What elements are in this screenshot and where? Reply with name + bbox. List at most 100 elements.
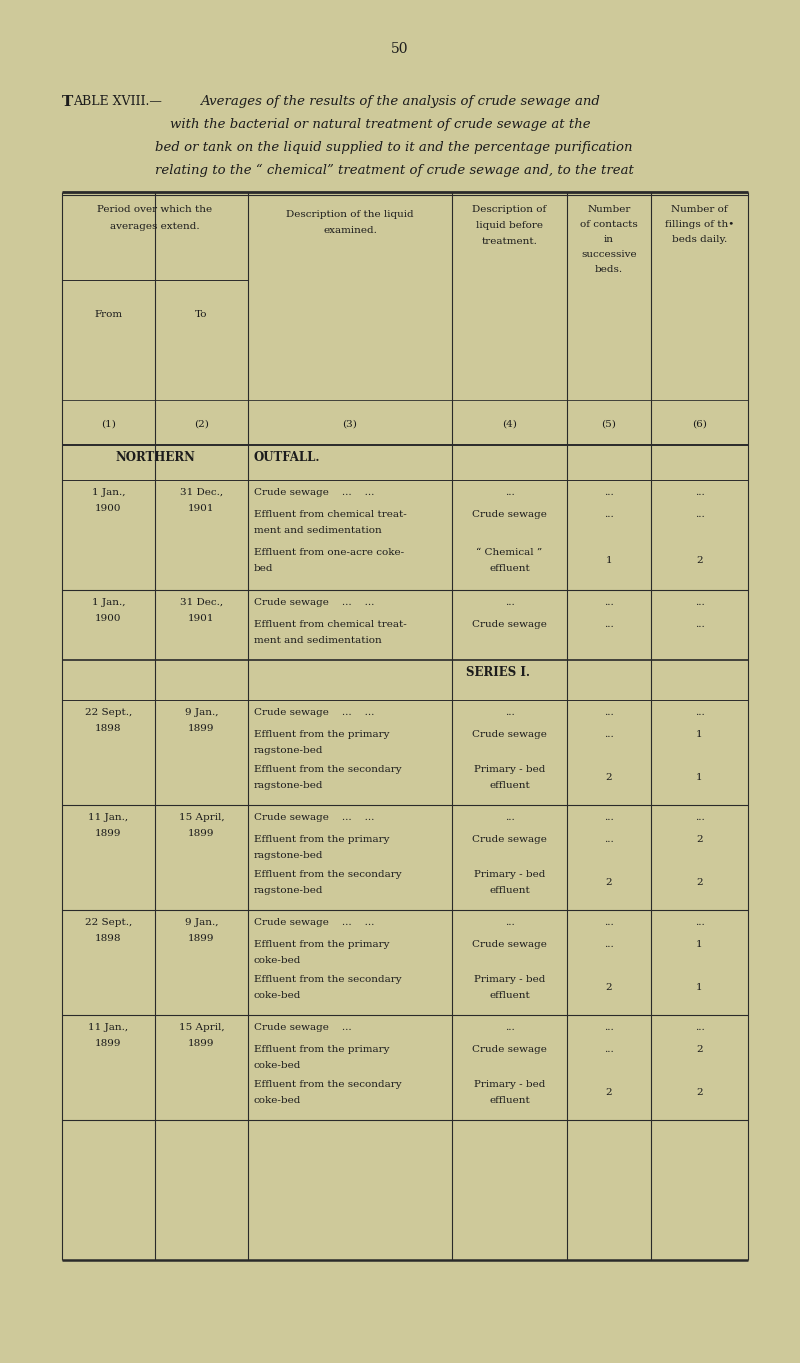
- Text: ragstone-bed: ragstone-bed: [254, 851, 323, 860]
- Text: Effluent from the primary: Effluent from the primary: [254, 1045, 390, 1054]
- Text: 9 Jan.,: 9 Jan.,: [185, 919, 218, 927]
- Text: Crude sewage: Crude sewage: [472, 940, 547, 949]
- Text: 50: 50: [391, 42, 409, 56]
- Text: 1: 1: [696, 773, 703, 782]
- Text: bed: bed: [254, 564, 274, 572]
- Text: beds.: beds.: [595, 264, 623, 274]
- Text: coke-bed: coke-bed: [254, 1096, 302, 1105]
- Text: in: in: [604, 234, 614, 244]
- Text: ...: ...: [604, 488, 614, 497]
- Text: Effluent from one-acre coke-: Effluent from one-acre coke-: [254, 548, 404, 557]
- Text: ...: ...: [505, 598, 514, 607]
- Text: ...: ...: [604, 620, 614, 628]
- Text: Description of: Description of: [472, 204, 546, 214]
- Text: treatment.: treatment.: [482, 237, 538, 245]
- Text: Effluent from the primary: Effluent from the primary: [254, 731, 390, 739]
- Text: effluent: effluent: [489, 564, 530, 572]
- Text: Number of: Number of: [671, 204, 728, 214]
- Text: ment and sedimentation: ment and sedimentation: [254, 526, 382, 536]
- Text: Crude sewage    ...    ...: Crude sewage ... ...: [254, 707, 374, 717]
- Text: coke-bed: coke-bed: [254, 1060, 302, 1070]
- Text: Crude sewage: Crude sewage: [472, 731, 547, 739]
- Text: liquid before: liquid before: [476, 221, 543, 230]
- Text: Averages of the results of the analysis of crude sewage and: Averages of the results of the analysis …: [200, 95, 600, 108]
- Text: averages extend.: averages extend.: [110, 222, 200, 230]
- Text: bed or tank on the liquid supplied to it and the percentage purification: bed or tank on the liquid supplied to it…: [155, 140, 633, 154]
- Text: ragstone-bed: ragstone-bed: [254, 886, 323, 895]
- Text: ...: ...: [505, 812, 514, 822]
- Text: of contacts: of contacts: [580, 219, 638, 229]
- Text: Crude sewage    ...    ...: Crude sewage ... ...: [254, 919, 374, 927]
- Text: ...: ...: [694, 510, 704, 519]
- Text: coke-bed: coke-bed: [254, 955, 302, 965]
- Text: 1899: 1899: [188, 934, 214, 943]
- Text: ...: ...: [604, 1024, 614, 1032]
- Text: 1898: 1898: [95, 934, 122, 943]
- Text: Effluent from the secondary: Effluent from the secondary: [254, 765, 402, 774]
- Text: 2: 2: [696, 556, 703, 566]
- Text: (4): (4): [502, 420, 517, 429]
- Text: Crude sewage: Crude sewage: [472, 836, 547, 844]
- Text: ABLE XVIII.—: ABLE XVIII.—: [73, 95, 162, 108]
- Text: ...: ...: [694, 919, 704, 927]
- Text: 9 Jan.,: 9 Jan.,: [185, 707, 218, 717]
- Text: 2: 2: [696, 1045, 703, 1054]
- Text: Description of the liquid: Description of the liquid: [286, 210, 414, 219]
- Text: Primary - bed: Primary - bed: [474, 1079, 545, 1089]
- Text: effluent: effluent: [489, 991, 530, 1000]
- Text: Crude sewage    ...    ...: Crude sewage ... ...: [254, 812, 374, 822]
- Text: Effluent from chemical treat-: Effluent from chemical treat-: [254, 510, 406, 519]
- Text: Crude sewage: Crude sewage: [472, 1045, 547, 1054]
- Text: Crude sewage    ...    ...: Crude sewage ... ...: [254, 488, 374, 497]
- Text: ...: ...: [604, 598, 614, 607]
- Text: 1899: 1899: [188, 1039, 214, 1048]
- Text: with the bacterial or natural treatment of crude sewage at the: with the bacterial or natural treatment …: [170, 119, 590, 131]
- Text: 31 Dec.,: 31 Dec.,: [180, 598, 223, 607]
- Text: Primary - bed: Primary - bed: [474, 870, 545, 879]
- Text: ...: ...: [694, 598, 704, 607]
- Text: coke-bed: coke-bed: [254, 991, 302, 1000]
- Text: 31 Dec.,: 31 Dec.,: [180, 488, 223, 497]
- Text: ...: ...: [505, 488, 514, 497]
- Text: effluent: effluent: [489, 886, 530, 895]
- Text: Crude sewage: Crude sewage: [472, 510, 547, 519]
- Text: SERIES I.: SERIES I.: [466, 667, 530, 679]
- Text: Effluent from the primary: Effluent from the primary: [254, 836, 390, 844]
- Text: 22 Sept.,: 22 Sept.,: [85, 919, 132, 927]
- Text: ment and sedimentation: ment and sedimentation: [254, 637, 382, 645]
- Text: 15 April,: 15 April,: [178, 812, 224, 822]
- Text: 2: 2: [606, 773, 612, 782]
- Text: relating to the “ chemical” treatment of crude sewage and, to the treat: relating to the “ chemical” treatment of…: [155, 164, 634, 177]
- Text: (6): (6): [692, 420, 707, 429]
- Text: 1900: 1900: [95, 504, 122, 512]
- Text: Crude sewage    ...: Crude sewage ...: [254, 1024, 352, 1032]
- Text: (5): (5): [602, 420, 617, 429]
- Text: (3): (3): [342, 420, 358, 429]
- Text: ...: ...: [694, 488, 704, 497]
- Text: examined.: examined.: [323, 226, 377, 234]
- Text: 2: 2: [696, 1088, 703, 1097]
- Text: effluent: effluent: [489, 1096, 530, 1105]
- Text: Period over which the: Period over which the: [98, 204, 213, 214]
- Text: Crude sewage: Crude sewage: [472, 620, 547, 628]
- Text: (1): (1): [101, 420, 116, 429]
- Text: 1899: 1899: [95, 1039, 122, 1048]
- Text: ...: ...: [505, 1024, 514, 1032]
- Text: Effluent from chemical treat-: Effluent from chemical treat-: [254, 620, 406, 628]
- Text: 2: 2: [606, 1088, 612, 1097]
- Text: 1901: 1901: [188, 504, 214, 512]
- Text: ragstone-bed: ragstone-bed: [254, 781, 323, 791]
- Text: (2): (2): [194, 420, 209, 429]
- Text: ...: ...: [505, 919, 514, 927]
- Text: Primary - bed: Primary - bed: [474, 975, 545, 984]
- Text: effluent: effluent: [489, 781, 530, 791]
- Text: 2: 2: [696, 836, 703, 844]
- Text: ...: ...: [694, 620, 704, 628]
- Text: fillings of th•: fillings of th•: [665, 219, 734, 229]
- Text: ragstone-bed: ragstone-bed: [254, 746, 323, 755]
- Text: 2: 2: [606, 878, 612, 887]
- Text: 1900: 1900: [95, 613, 122, 623]
- Text: Crude sewage    ...    ...: Crude sewage ... ...: [254, 598, 374, 607]
- Text: ...: ...: [694, 707, 704, 717]
- Text: ...: ...: [604, 812, 614, 822]
